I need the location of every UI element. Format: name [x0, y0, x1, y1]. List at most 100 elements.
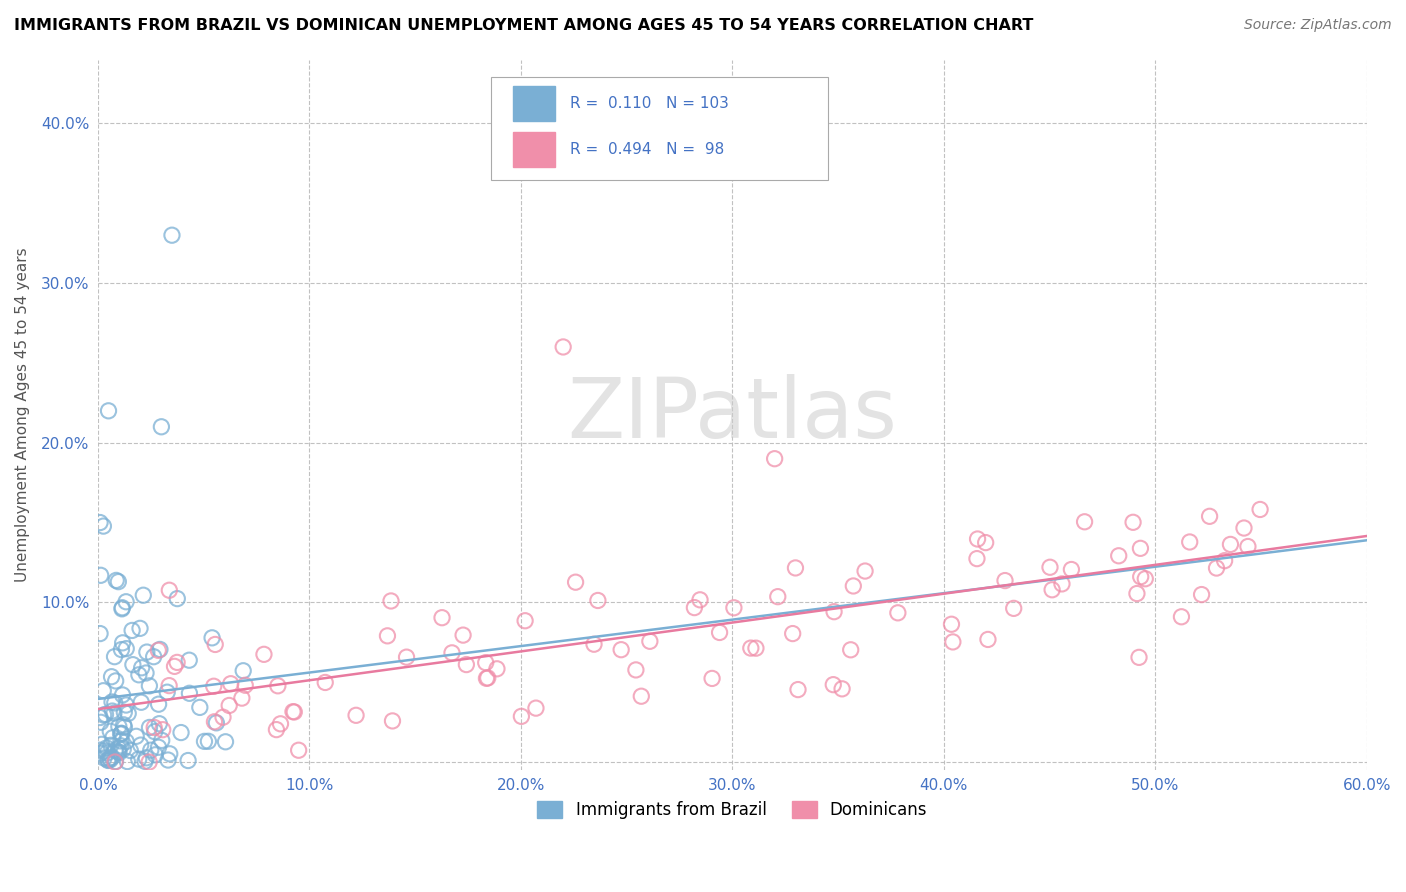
- Point: [1128, 650, 1150, 665]
- Point: [823, 678, 845, 692]
- Point: [115, 734, 138, 748]
- Point: [107, 745, 129, 759]
- Point: [267, 679, 290, 693]
- Point: [159, 747, 181, 761]
- Point: [104, 743, 127, 757]
- Point: [122, 657, 145, 672]
- Point: [377, 629, 399, 643]
- Point: [107, 741, 129, 756]
- Point: [766, 590, 789, 604]
- Point: [160, 228, 183, 243]
- Point: [456, 657, 478, 672]
- Point: [135, 665, 157, 680]
- Point: [163, 659, 186, 673]
- Point: [1170, 609, 1192, 624]
- Point: [1040, 582, 1063, 597]
- Point: [966, 532, 988, 546]
- Point: [129, 738, 152, 752]
- Point: [170, 725, 193, 739]
- Point: [148, 740, 170, 755]
- Point: [120, 743, 142, 757]
- Point: [104, 696, 127, 710]
- Point: [202, 679, 225, 693]
- Point: [287, 743, 309, 757]
- Point: [101, 731, 124, 745]
- Point: [1205, 561, 1227, 575]
- Point: [1237, 540, 1260, 554]
- Point: [107, 574, 129, 589]
- Point: [156, 685, 179, 699]
- Point: [266, 723, 288, 737]
- Point: [638, 634, 661, 648]
- Point: [98, 751, 121, 765]
- Point: [1050, 577, 1073, 591]
- Point: [853, 564, 876, 578]
- Point: [143, 724, 166, 739]
- Point: [477, 671, 499, 685]
- Text: R =  0.110   N = 103: R = 0.110 N = 103: [569, 96, 728, 111]
- Point: [98, 724, 121, 739]
- Point: [117, 706, 139, 721]
- Point: [108, 719, 131, 733]
- Point: [150, 733, 173, 747]
- Point: [94, 707, 117, 722]
- Point: [253, 648, 276, 662]
- Point: [745, 641, 768, 656]
- Point: [283, 705, 305, 719]
- FancyBboxPatch shape: [491, 78, 828, 180]
- Point: [115, 641, 138, 656]
- Point: [212, 710, 235, 724]
- Point: [110, 726, 132, 740]
- Point: [100, 739, 122, 753]
- Point: [121, 624, 143, 638]
- Point: [485, 662, 508, 676]
- Point: [112, 720, 135, 734]
- Point: [150, 419, 173, 434]
- Point: [138, 755, 160, 769]
- Point: [994, 574, 1017, 588]
- Point: [723, 600, 745, 615]
- Point: [1233, 521, 1256, 535]
- Point: [1178, 535, 1201, 549]
- Y-axis label: Unemployment Among Ages 45 to 54 years: Unemployment Among Ages 45 to 54 years: [15, 247, 30, 582]
- Point: [111, 636, 134, 650]
- Point: [787, 682, 810, 697]
- Point: [941, 617, 963, 632]
- Point: [785, 561, 807, 575]
- Point: [111, 600, 134, 615]
- Point: [831, 681, 853, 696]
- Point: [624, 663, 647, 677]
- Point: [104, 755, 127, 769]
- Point: [977, 632, 1000, 647]
- Point: [112, 705, 135, 719]
- Point: [104, 673, 127, 688]
- Point: [1135, 572, 1157, 586]
- Point: [1108, 549, 1130, 563]
- Point: [179, 653, 201, 667]
- Point: [93, 519, 115, 533]
- Point: [90, 715, 112, 730]
- Point: [142, 649, 165, 664]
- Point: [1129, 570, 1152, 584]
- Point: [110, 734, 132, 748]
- Text: Source: ZipAtlas.com: Source: ZipAtlas.com: [1244, 18, 1392, 32]
- Point: [157, 753, 180, 767]
- Point: [214, 735, 236, 749]
- Point: [111, 688, 134, 702]
- Point: [395, 650, 418, 665]
- Point: [281, 705, 304, 719]
- Point: [204, 714, 226, 729]
- Point: [823, 605, 845, 619]
- Point: [380, 594, 402, 608]
- Point: [586, 593, 609, 607]
- Point: [218, 698, 240, 713]
- Point: [110, 642, 132, 657]
- Point: [474, 656, 496, 670]
- Point: [115, 595, 138, 609]
- Point: [96, 741, 118, 756]
- Point: [966, 551, 988, 566]
- Point: [177, 754, 200, 768]
- Point: [205, 715, 228, 730]
- Point: [103, 649, 125, 664]
- Point: [112, 718, 135, 732]
